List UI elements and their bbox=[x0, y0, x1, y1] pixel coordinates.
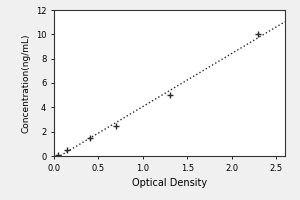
X-axis label: Optical Density: Optical Density bbox=[132, 178, 207, 188]
Y-axis label: Concentration(ng/mL): Concentration(ng/mL) bbox=[21, 33, 30, 133]
